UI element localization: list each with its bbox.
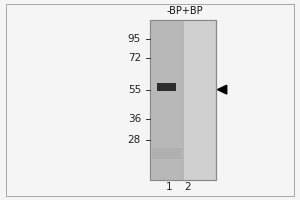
Polygon shape [218,85,227,94]
Bar [152,148,182,159]
Bar [150,20,216,180]
Text: 36: 36 [128,114,141,124]
Text: 28: 28 [128,135,141,145]
Text: 55: 55 [128,85,141,95]
Text: 95: 95 [128,34,141,44]
Text: -BP+BP: -BP+BP [166,6,203,16]
Text: 1: 1 [166,182,173,192]
Text: 2: 2 [184,182,191,192]
Bar [150,20,183,180]
Bar [157,83,176,91]
Text: 72: 72 [128,53,141,63]
Bar [150,20,216,180]
